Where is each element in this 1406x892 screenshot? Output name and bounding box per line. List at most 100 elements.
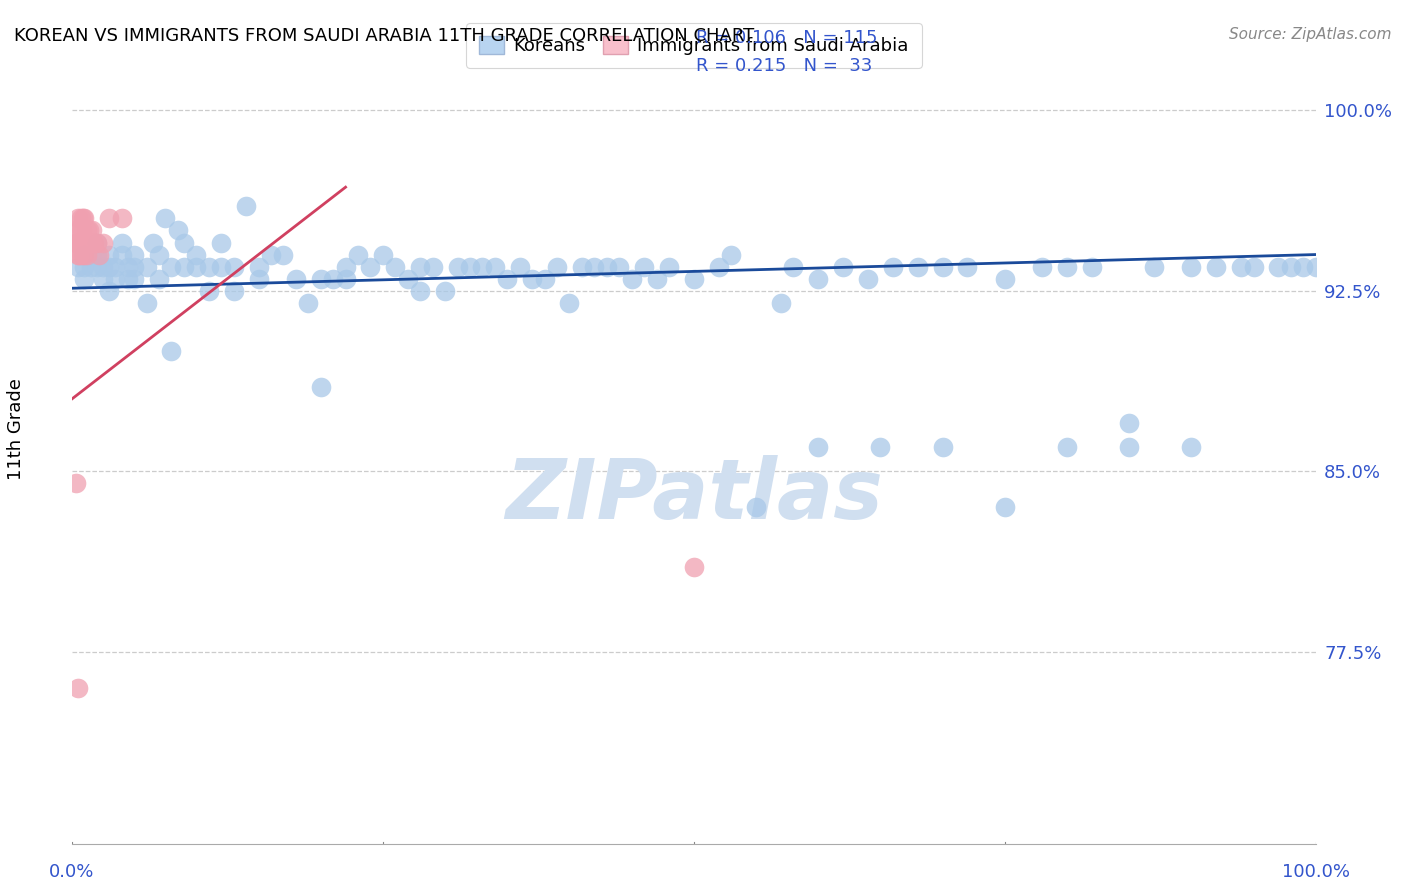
Text: R = 0.106   N = 115: R = 0.106 N = 115 bbox=[696, 29, 877, 47]
Point bbox=[77, 235, 100, 250]
Point bbox=[409, 284, 432, 298]
Point bbox=[83, 235, 105, 250]
Point bbox=[832, 260, 855, 274]
Point bbox=[91, 260, 114, 274]
Point bbox=[1292, 260, 1315, 274]
Point bbox=[79, 260, 101, 274]
Text: R = 0.215   N =  33: R = 0.215 N = 33 bbox=[696, 57, 873, 75]
Point bbox=[135, 260, 157, 274]
Point bbox=[533, 271, 555, 285]
Point bbox=[80, 223, 103, 237]
Point bbox=[65, 476, 87, 491]
Point bbox=[111, 211, 134, 226]
Point bbox=[72, 211, 94, 226]
Point bbox=[769, 295, 792, 310]
Point bbox=[235, 199, 257, 213]
Point bbox=[1143, 260, 1166, 274]
Point bbox=[260, 247, 283, 261]
Point bbox=[645, 271, 668, 285]
Point bbox=[186, 260, 208, 274]
Point bbox=[79, 223, 101, 237]
Point bbox=[67, 681, 90, 695]
Point bbox=[1279, 260, 1302, 274]
Point bbox=[69, 235, 91, 250]
Point bbox=[173, 235, 195, 250]
Point bbox=[335, 271, 357, 285]
Point bbox=[91, 271, 114, 285]
Point bbox=[658, 260, 681, 274]
Point bbox=[247, 260, 270, 274]
Point bbox=[79, 235, 101, 250]
Legend: Koreans, Immigrants from Saudi Arabia: Koreans, Immigrants from Saudi Arabia bbox=[467, 23, 921, 68]
Point bbox=[247, 271, 270, 285]
Point bbox=[155, 211, 177, 226]
Point bbox=[104, 271, 127, 285]
Text: ZIPatlas: ZIPatlas bbox=[505, 455, 883, 536]
Point bbox=[122, 271, 145, 285]
Point bbox=[73, 211, 96, 226]
Point bbox=[73, 235, 96, 250]
Point bbox=[458, 260, 481, 274]
Point bbox=[284, 271, 307, 285]
Point bbox=[546, 260, 568, 274]
Point bbox=[496, 271, 519, 285]
Point bbox=[484, 260, 506, 274]
Point bbox=[79, 247, 101, 261]
Point bbox=[682, 271, 704, 285]
Point bbox=[70, 223, 93, 237]
Point bbox=[89, 247, 111, 261]
Point bbox=[86, 260, 108, 274]
Point bbox=[583, 260, 606, 274]
Point bbox=[309, 380, 332, 394]
Point bbox=[73, 247, 96, 261]
Point bbox=[994, 500, 1017, 515]
Point bbox=[1243, 260, 1265, 274]
Point bbox=[596, 260, 619, 274]
Point bbox=[111, 247, 134, 261]
Point bbox=[117, 271, 139, 285]
Point bbox=[807, 271, 830, 285]
Point bbox=[65, 223, 87, 237]
Point bbox=[76, 223, 98, 237]
Point bbox=[98, 284, 121, 298]
Point bbox=[907, 260, 929, 274]
Point bbox=[620, 271, 643, 285]
Point bbox=[273, 247, 295, 261]
Point bbox=[409, 260, 432, 274]
Point bbox=[434, 284, 457, 298]
Point bbox=[1180, 260, 1202, 274]
Point bbox=[117, 260, 139, 274]
Point bbox=[869, 440, 891, 454]
Point bbox=[297, 295, 319, 310]
Point bbox=[69, 211, 91, 226]
Point bbox=[956, 260, 979, 274]
Point bbox=[322, 271, 344, 285]
Point bbox=[422, 260, 444, 274]
Point bbox=[148, 271, 170, 285]
Point bbox=[222, 260, 245, 274]
Text: Source: ZipAtlas.com: Source: ZipAtlas.com bbox=[1229, 27, 1392, 42]
Point bbox=[122, 260, 145, 274]
Point bbox=[73, 260, 96, 274]
Point bbox=[67, 223, 90, 237]
Point bbox=[1118, 440, 1140, 454]
Point bbox=[371, 247, 394, 261]
Point bbox=[67, 235, 90, 250]
Point bbox=[335, 260, 357, 274]
Point bbox=[186, 247, 208, 261]
Text: 100.0%: 100.0% bbox=[1282, 863, 1350, 881]
Point bbox=[98, 247, 121, 261]
Point bbox=[197, 260, 219, 274]
Point bbox=[111, 235, 134, 250]
Point bbox=[197, 284, 219, 298]
Point bbox=[682, 560, 704, 574]
Point bbox=[86, 235, 108, 250]
Point bbox=[633, 260, 655, 274]
Point bbox=[173, 260, 195, 274]
Point bbox=[384, 260, 406, 274]
Point bbox=[86, 235, 108, 250]
Point bbox=[209, 235, 232, 250]
Point bbox=[807, 440, 830, 454]
Point bbox=[98, 260, 121, 274]
Point bbox=[1205, 260, 1227, 274]
